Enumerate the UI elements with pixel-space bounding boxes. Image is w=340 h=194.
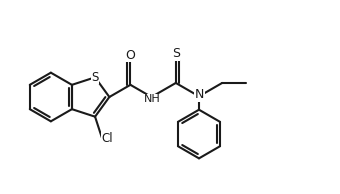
Text: Cl: Cl	[101, 132, 113, 145]
Text: S: S	[172, 47, 180, 60]
Text: S: S	[91, 71, 99, 84]
Text: O: O	[125, 49, 135, 62]
Text: N: N	[195, 88, 204, 101]
Text: NH: NH	[143, 94, 160, 105]
